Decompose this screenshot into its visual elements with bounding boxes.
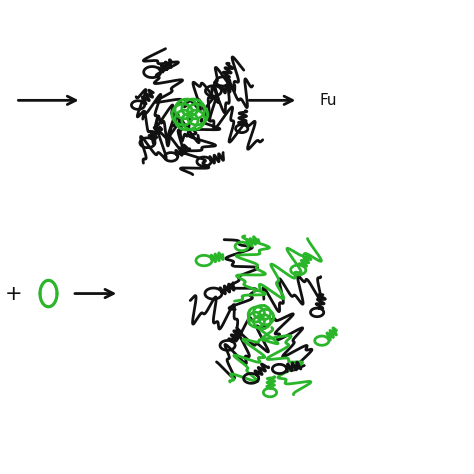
Text: +: + [4, 283, 22, 303]
Text: Fu: Fu [319, 93, 337, 108]
